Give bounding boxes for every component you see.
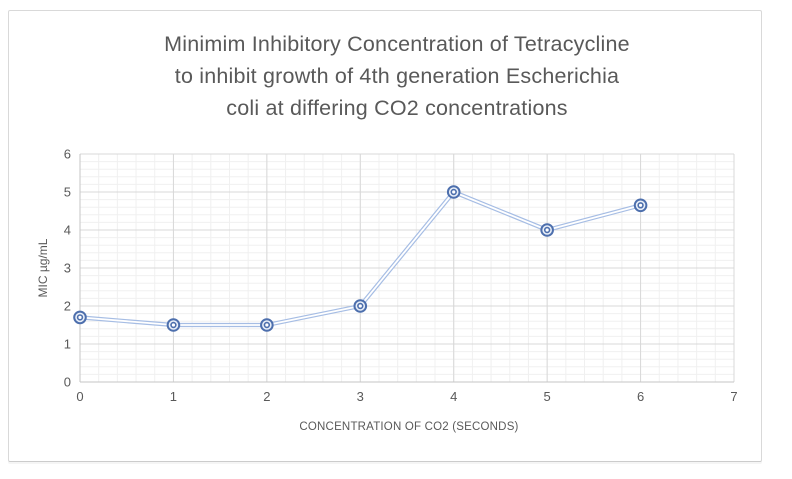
axis-lines: [79, 154, 734, 383]
x-tick-label: 4: [450, 389, 457, 404]
plot-area: 0 1 2 3 4 5 6 7 0 1 2 3 4 5 6 CONCENTRATION OF CO2 (S…: [36, 147, 738, 434]
data-point-marker: [446, 185, 461, 199]
x-tick-label: 6: [637, 389, 644, 404]
y-tick-label: 1: [64, 337, 71, 352]
data-point-marker: [73, 310, 87, 325]
chart-title-line-3: coli at differing CO2 concentrations: [226, 96, 568, 120]
x-tick-label: 2: [263, 389, 270, 404]
y-tick-label: 0: [64, 375, 71, 390]
data-point-marker: [633, 198, 648, 213]
y-axis-tick-labels: 0 1 2 3 4 5 6: [64, 147, 71, 390]
y-tick-label: 6: [64, 147, 71, 162]
data-point-marker: [166, 318, 181, 332]
x-tick-label: 0: [76, 389, 83, 404]
y-axis-title: MIC µg/mL: [36, 238, 50, 297]
x-tick-label: 7: [730, 389, 737, 404]
y-tick-label: 5: [64, 185, 71, 200]
x-axis-title: CONCENTRATION OF CO2 (SECONDS): [299, 421, 518, 433]
x-tick-label: 5: [544, 389, 551, 404]
chart-title-line-2: to inhibit growth of 4th generation Esch…: [174, 64, 620, 88]
chart-frame: Minimim Inhibitory Concentration of Tetr…: [8, 10, 762, 462]
y-tick-label: 4: [64, 223, 71, 238]
y-tick-label: 3: [64, 261, 71, 276]
data-point-marker: [353, 299, 368, 313]
x-tick-label: 1: [170, 389, 177, 404]
major-gridlines: [79, 153, 735, 383]
chart-title-line-1: Minimim Inhibitory Concentration of Tetr…: [164, 32, 630, 56]
y-tick-label: 2: [64, 299, 71, 314]
x-axis-tick-labels: 0 1 2 3 4 5 6 7: [76, 389, 737, 404]
chart-title: Minimim Inhibitory Concentration of Tetr…: [9, 28, 761, 124]
data-point-markers: [73, 185, 648, 332]
data-point-marker: [540, 223, 554, 237]
x-tick-label: 3: [357, 389, 364, 404]
data-point-marker: [260, 318, 274, 332]
